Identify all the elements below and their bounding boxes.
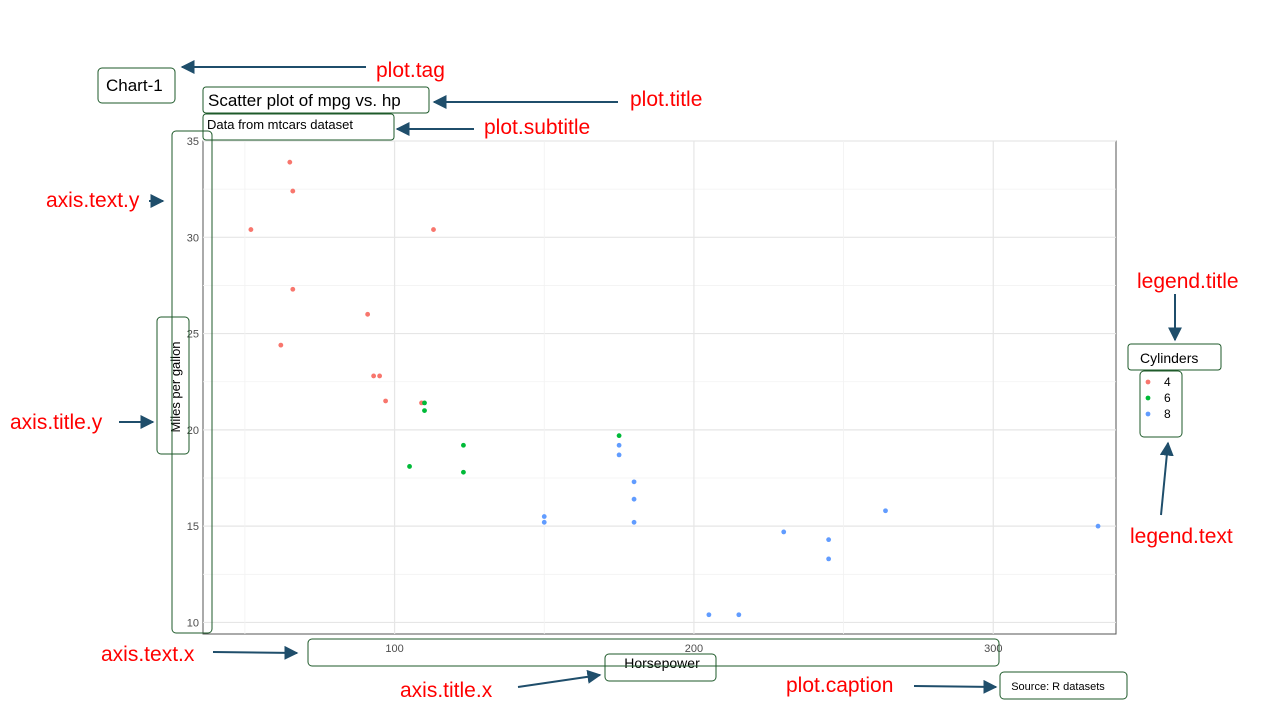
- grid-lines: [203, 140, 1116, 634]
- y-tick-label: 35: [187, 136, 199, 148]
- x-tick-label: 100: [385, 643, 403, 655]
- annotation-axis-text-x: axis.text.x: [101, 643, 195, 666]
- box-axis-title-y: [156, 316, 190, 455]
- point-cyl-8: [631, 496, 637, 502]
- point-cyl-4: [383, 398, 388, 404]
- annotation-plot-title: plot.title: [630, 88, 702, 111]
- annotation-plot-tag: plot.tag: [376, 59, 445, 82]
- arrow-plot-caption: [913, 679, 998, 694]
- point-cyl-6: [461, 469, 466, 475]
- point-cyl-4: [290, 188, 296, 194]
- point-cyl-8: [826, 537, 832, 543]
- y-tick-label: 25: [187, 329, 199, 341]
- data-points: [248, 159, 1101, 618]
- annotation-legend-title: legend.title: [1137, 270, 1239, 293]
- y-axis-title: Miles per gallon: [168, 341, 183, 432]
- annotation-axis-title-x: axis.title.x: [400, 679, 493, 702]
- box-plot-title: [202, 86, 430, 114]
- x-tick-label: 200: [685, 643, 703, 655]
- legend-items: 4 6 8: [1145, 375, 1171, 421]
- point-cyl-4: [278, 342, 284, 348]
- point-cyl-8: [781, 529, 787, 535]
- point-cyl-4: [377, 373, 383, 379]
- legend-key-4: [1145, 379, 1151, 385]
- point-cyl-8: [706, 612, 712, 618]
- annotation-labels: plot.tag plot.title plot.subtitle axis.t…: [10, 59, 1239, 702]
- box-plot-subtitle: [202, 113, 395, 141]
- point-cyl-8: [631, 519, 637, 525]
- point-cyl-6: [422, 400, 427, 406]
- point-cyl-8: [1095, 523, 1101, 529]
- point-cyl-8: [616, 442, 622, 448]
- chart-title: Scatter plot of mpg vs. hp: [208, 91, 401, 110]
- legend-label-4: 4: [1164, 375, 1171, 389]
- x-tick-label: 300: [984, 643, 1002, 655]
- point-cyl-4: [365, 311, 371, 317]
- arrow-axis-title-x: [517, 669, 602, 688]
- point-cyl-8: [826, 556, 832, 562]
- arrow-axis-text-x: [212, 645, 299, 660]
- point-cyl-4: [431, 227, 436, 232]
- point-cyl-6: [461, 442, 466, 448]
- annotation-boxes: [97, 67, 1222, 700]
- legend-label-6: 6: [1164, 391, 1171, 405]
- annotation-axis-text-y: axis.text.y: [46, 189, 140, 212]
- point-cyl-8: [631, 479, 637, 485]
- annotation-arrows: [119, 60, 1182, 694]
- point-cyl-8: [736, 612, 742, 618]
- plot-tag: Chart-1: [106, 76, 163, 95]
- x-tick-labels: 100 200 300: [385, 643, 1002, 655]
- box-plot-caption: [999, 671, 1128, 700]
- box-legend-title: [1127, 343, 1222, 371]
- box-legend-text: [1139, 370, 1183, 438]
- point-cyl-4: [371, 373, 377, 379]
- box-axis-text-y: [171, 130, 213, 634]
- y-tick-label: 30: [187, 232, 199, 244]
- x-axis-title: Horsepower: [624, 655, 700, 671]
- y-tick-label: 15: [187, 521, 199, 533]
- y-tick-label: 20: [187, 425, 199, 437]
- annotation-plot-subtitle: plot.subtitle: [484, 116, 590, 139]
- point-cyl-6: [407, 464, 412, 469]
- chart-subtitle: Data from mtcars dataset: [207, 117, 353, 132]
- point-cyl-6: [422, 408, 427, 414]
- legend: Cylinders 4 6 8: [1140, 350, 1198, 421]
- annotation-plot-caption: plot.caption: [786, 674, 893, 697]
- box-axis-title-x: [604, 653, 717, 682]
- annotation-legend-text: legend.text: [1130, 525, 1233, 548]
- legend-title: Cylinders: [1140, 350, 1198, 366]
- plot-panel: [202, 140, 1117, 635]
- point-cyl-8: [541, 514, 547, 519]
- box-axis-text-x: [307, 638, 1000, 667]
- legend-label-8: 8: [1164, 407, 1171, 421]
- panel-border: [202, 140, 1117, 635]
- annotation-axis-title-y: axis.title.y: [10, 411, 103, 434]
- y-tick-label: 10: [187, 617, 199, 629]
- legend-key-8: [1145, 411, 1151, 417]
- point-cyl-4: [287, 159, 293, 165]
- point-cyl-8: [616, 452, 622, 458]
- arrow-legend-text: [1159, 441, 1174, 516]
- point-cyl-8: [883, 508, 888, 514]
- plot-caption: Source: R datasets: [1011, 681, 1105, 693]
- point-cyl-8: [541, 519, 547, 525]
- y-tick-labels: 10 15 20 25 30 35: [187, 136, 199, 629]
- legend-key-6: [1145, 395, 1151, 401]
- point-cyl-6: [616, 433, 622, 439]
- point-cyl-4: [290, 286, 296, 292]
- point-cyl-4: [248, 227, 254, 232]
- box-plot-tag: [97, 67, 176, 104]
